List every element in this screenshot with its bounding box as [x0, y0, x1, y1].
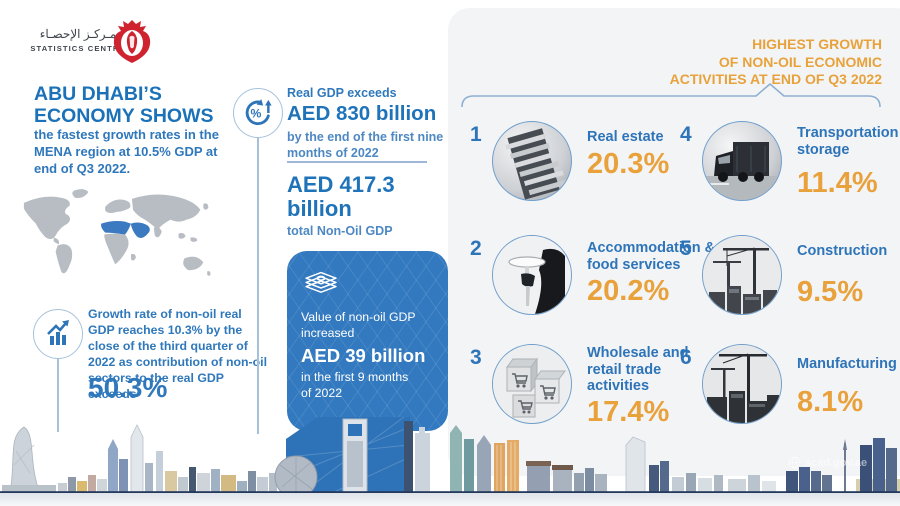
real-gdp-intro: Real GDP exceeds [287, 86, 397, 100]
watermark: scad.gov.ae [788, 456, 867, 469]
rank-number: 3 [470, 346, 482, 369]
real-gdp-block: Real GDP exceeds AED 830 billion by the … [287, 86, 447, 161]
truck-photo [702, 121, 782, 201]
money-stack-icon [305, 271, 337, 293]
activity-value: 8.1% [797, 385, 864, 418]
activity-label: Manufacturing [797, 356, 897, 372]
truck-icon [703, 142, 781, 200]
heading-line3: ACTIVITIES AT END OF Q3 2022 [669, 71, 882, 87]
waiter-tray-icon [493, 236, 571, 314]
abu-dhabi-skyline [0, 416, 900, 493]
svg-text:%: % [250, 107, 261, 121]
activity-value: 20.3% [587, 147, 670, 180]
construction-crane-icon [703, 236, 781, 314]
skyline-reflection [0, 493, 900, 506]
rank-number: 1 [470, 123, 482, 146]
brace-decoration [461, 83, 881, 108]
activity-item-construction: 5 [680, 235, 900, 315]
activity-item-wholesale-retail: 3 [470, 344, 707, 429]
shopping-carts-photo [492, 344, 572, 424]
rank-number: 2 [470, 237, 482, 260]
rank-number: 5 [680, 237, 692, 260]
page-subtitle: the fastest growth rates in the MENA reg… [34, 127, 219, 176]
waiter-photo [492, 235, 572, 315]
right-panel-heading: HIGHEST GROWTH OF NON-OIL ECONOMIC ACTIV… [600, 36, 882, 89]
card-intro: Value of non-oil GDP increased [301, 310, 416, 340]
heading-line2: OF NON-OIL ECONOMIC [718, 53, 882, 70]
card-value: AED 39 billion [301, 344, 426, 366]
activity-label: Construction [797, 243, 888, 259]
card-note: in the first 9 months of 2022 [301, 369, 409, 400]
abu-dhabi-emblem-icon [113, 20, 151, 63]
non-oil-increase-card: Value of non-oil GDP increased AED 39 bi… [287, 251, 448, 431]
percent-growth-icon: % [233, 88, 283, 138]
activity-label: Accommodation & food services [587, 240, 716, 273]
section-divider [287, 161, 427, 163]
activity-item-real-estate: 1 Real estate 20.3% [470, 121, 715, 201]
growth-chart-icon [33, 309, 83, 359]
growth-note: Growth rate of non-oil real GDP reaches … [88, 307, 267, 401]
activity-item-accommodation: 2 Accommodation & food services 20.2% [470, 235, 719, 315]
percent-dropline [257, 138, 259, 434]
shopping-cart-boxes-icon [493, 345, 571, 423]
watermark-text: scad.gov.ae [805, 456, 868, 469]
activity-value: 11.4% [797, 167, 878, 200]
non-oil-gdp-label: total Non-Oil GDP [287, 224, 393, 239]
world-map-mena-highlight [23, 189, 211, 276]
non-oil-gdp-value: AED 417.3 billion [287, 172, 395, 222]
bar-chart-arrow-icon [47, 320, 69, 345]
brand-text: مـركـز الإحصـاء STATISTICS CENTRE [30, 27, 126, 54]
building-icon [505, 128, 569, 200]
non-oil-gdp-block: AED 417.3 billion total Non-Oil GDP [287, 172, 419, 239]
page-title-line1: ABU DHABI’S [34, 83, 162, 105]
industrial-cranes-icon [703, 345, 781, 423]
activity-label: Transportation & storage [797, 125, 900, 158]
brand-english-name: STATISTICS CENTRE [30, 44, 126, 54]
heading-line1: HIGHEST GROWTH [752, 36, 882, 52]
activity-item-manufacturing: 6 Manufac [680, 344, 900, 424]
crane-photo [702, 235, 782, 315]
brand-arabic-name: مـركـز الإحصـاء [39, 27, 117, 41]
rank-number: 4 [680, 123, 692, 146]
activity-value: 20.2% [587, 275, 670, 308]
percent-circular-arrow-icon: % [245, 99, 272, 126]
page-title: ABU DHABI’S ECONOMY SHOWS [34, 83, 214, 128]
activity-label: Wholesale and retail trade activities [587, 345, 689, 395]
globe-icon [788, 456, 801, 469]
page-title-line2: ECONOMY SHOWS [34, 104, 214, 127]
rank-number: 6 [680, 346, 692, 369]
real-gdp-note: by the end of the first nine months of 2… [287, 130, 444, 160]
growth-dropline [57, 358, 59, 432]
activity-label: Real estate [587, 129, 664, 145]
factory-crane-photo [702, 344, 782, 424]
building-photo [492, 121, 572, 201]
activity-value: 9.5% [797, 275, 864, 308]
growth-value: 50.3% [88, 372, 168, 403]
activity-item-transportation: 4 Transportation & storage 11.4% [680, 121, 900, 201]
activity-value: 17.4% [587, 395, 670, 428]
real-gdp-value: AED 830 billion [287, 102, 437, 125]
